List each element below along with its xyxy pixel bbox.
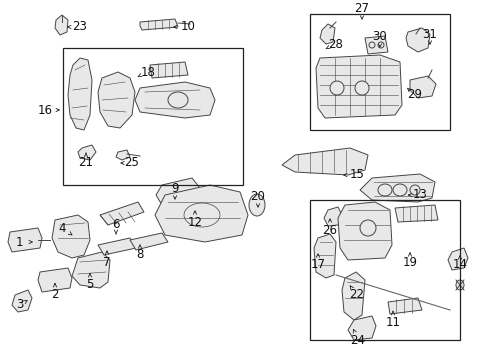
Text: 14: 14 [451,258,467,271]
Text: 26: 26 [322,224,337,237]
Text: 20: 20 [250,189,265,202]
Text: 18: 18 [140,66,155,78]
Text: 1: 1 [15,235,23,248]
Ellipse shape [168,92,187,108]
Polygon shape [364,36,387,54]
Polygon shape [100,202,143,225]
Ellipse shape [354,81,368,95]
Polygon shape [98,238,136,255]
Polygon shape [68,58,92,130]
Polygon shape [150,62,187,78]
Text: 13: 13 [412,189,427,202]
Text: 24: 24 [350,333,365,346]
Bar [309,14,449,130]
Polygon shape [319,24,334,44]
Polygon shape [12,290,32,312]
Polygon shape [313,234,335,278]
Text: 16: 16 [38,104,52,117]
Text: 9: 9 [171,181,179,194]
Polygon shape [55,15,68,35]
Polygon shape [8,228,42,252]
Text: 2: 2 [51,288,59,302]
Polygon shape [405,28,429,52]
Text: 5: 5 [86,279,94,292]
Text: 6: 6 [112,217,120,230]
Text: 8: 8 [136,248,143,261]
Polygon shape [282,148,367,175]
Polygon shape [394,205,437,222]
Text: 22: 22 [349,288,364,302]
Text: 30: 30 [372,31,386,44]
Polygon shape [140,19,178,30]
Text: 15: 15 [349,168,364,181]
Text: 25: 25 [124,157,139,170]
Ellipse shape [377,184,391,196]
Polygon shape [38,268,72,292]
Ellipse shape [368,42,374,48]
Text: 28: 28 [328,37,343,50]
Text: 4: 4 [58,221,65,234]
Text: 27: 27 [354,3,369,15]
Text: 17: 17 [310,258,325,271]
Polygon shape [72,252,110,288]
Polygon shape [156,178,200,205]
Polygon shape [135,82,215,118]
Polygon shape [52,215,90,258]
Polygon shape [359,174,434,202]
Polygon shape [116,150,130,160]
Text: 3: 3 [16,298,23,311]
Polygon shape [409,76,435,98]
Text: 10: 10 [180,21,195,33]
Polygon shape [387,298,421,314]
Bar [309,200,459,340]
Ellipse shape [377,42,383,48]
Polygon shape [78,145,96,160]
Polygon shape [324,207,341,226]
Text: 11: 11 [385,315,400,328]
Ellipse shape [359,220,375,236]
Ellipse shape [329,81,343,95]
Ellipse shape [409,185,419,195]
Polygon shape [341,272,364,320]
Text: 19: 19 [402,256,417,269]
Text: 12: 12 [187,216,202,229]
Polygon shape [98,72,135,128]
Ellipse shape [392,184,406,196]
Polygon shape [337,202,391,260]
Text: 31: 31 [422,28,437,41]
Bar [63,48,243,185]
Text: 7: 7 [103,256,110,269]
Ellipse shape [248,194,264,216]
Polygon shape [155,185,247,242]
Polygon shape [130,233,168,250]
Text: 29: 29 [407,89,422,102]
Text: 21: 21 [79,157,93,170]
Polygon shape [447,248,467,270]
Ellipse shape [455,280,463,290]
Polygon shape [315,55,401,118]
Text: 23: 23 [72,21,87,33]
Polygon shape [347,316,375,340]
